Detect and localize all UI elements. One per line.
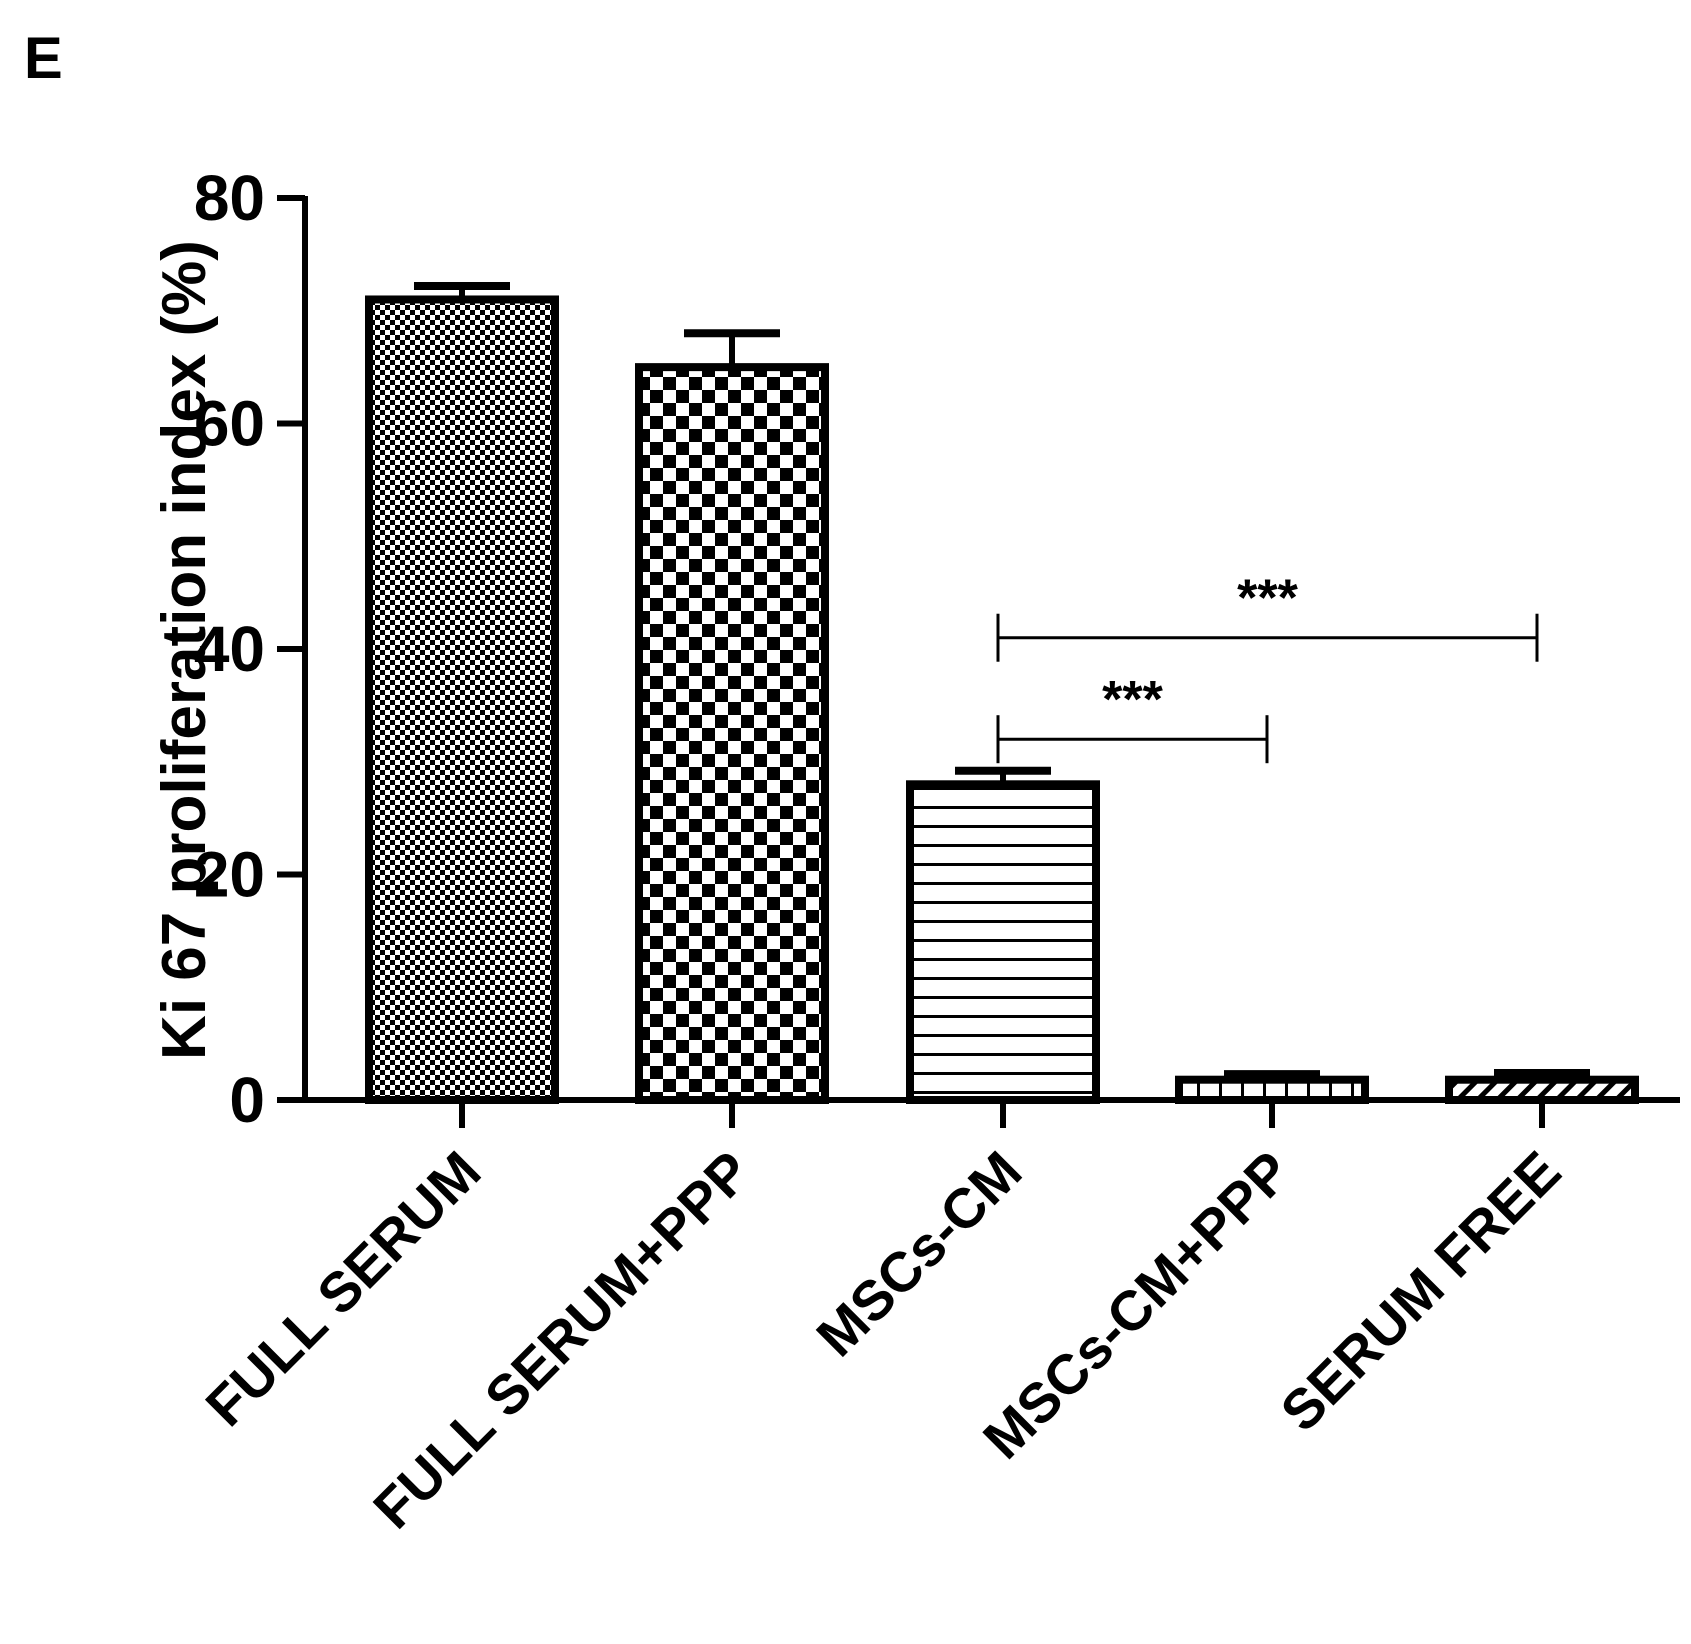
bars — [365, 295, 1639, 1105]
bar — [1445, 1075, 1639, 1104]
y-ticks: 0 20 40 60 80 — [194, 162, 305, 1136]
x-tick-label: SERUM FREE — [1268, 1139, 1572, 1443]
bar — [365, 295, 559, 1105]
bar — [1175, 1075, 1369, 1104]
significance-label: *** — [1102, 671, 1163, 729]
x-tick-label: MSCs-CM — [804, 1139, 1033, 1368]
error-bars — [414, 281, 1590, 1080]
bar — [635, 363, 829, 1104]
significance-brackets: *** *** — [996, 570, 1539, 764]
x-tick-label: FULL SERUM — [193, 1139, 492, 1438]
significance-label: *** — [1237, 570, 1298, 628]
panel-label: E — [24, 26, 63, 91]
y-tick-label: 40 — [194, 613, 265, 685]
y-tick-label: 60 — [194, 388, 265, 460]
y-tick-label: 0 — [229, 1064, 265, 1136]
y-tick-label: 20 — [194, 839, 265, 911]
bar — [906, 780, 1100, 1104]
y-tick-label: 80 — [194, 162, 265, 234]
y-axis-label: Ki 67 proliferation index (%) — [150, 240, 219, 1060]
